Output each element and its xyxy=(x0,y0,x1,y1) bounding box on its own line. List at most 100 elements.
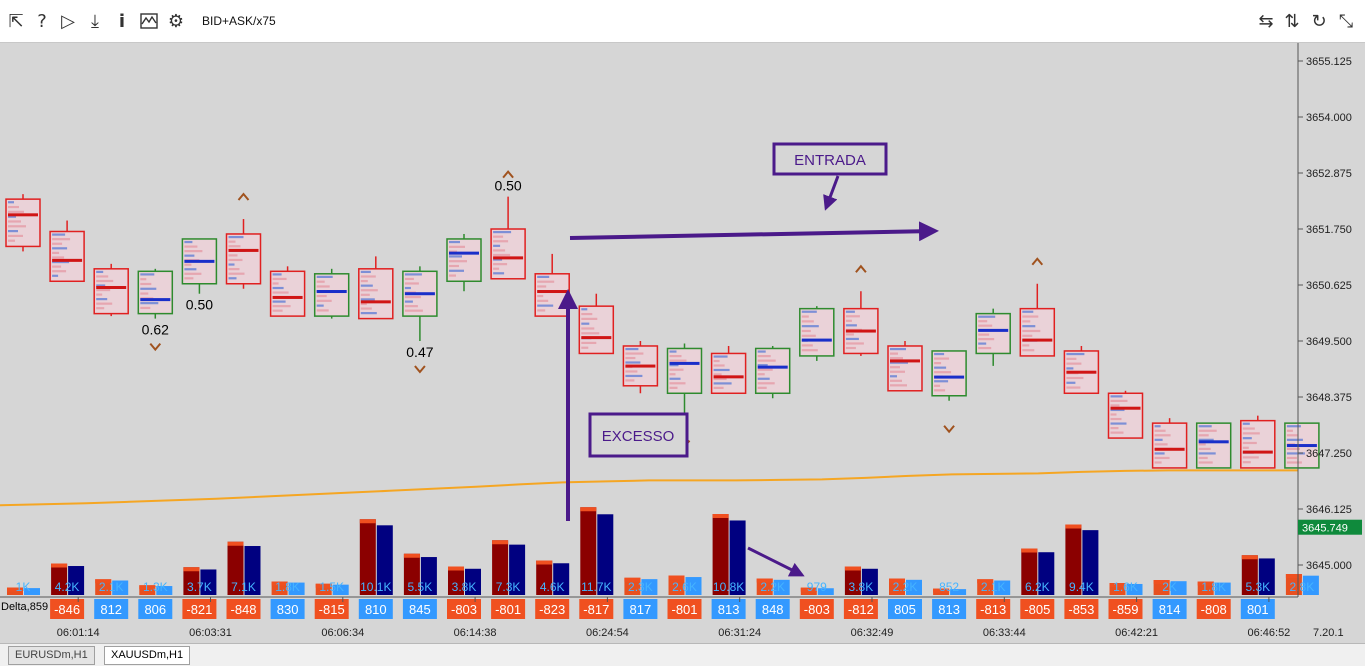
candle xyxy=(578,293,615,355)
footprint-bar xyxy=(272,277,287,281)
footprint-bar xyxy=(1066,352,1085,356)
footprint-bar xyxy=(537,280,555,283)
footprint-bar xyxy=(404,273,422,276)
delta-value: -801 xyxy=(671,602,697,617)
footprint-bar xyxy=(272,273,282,276)
volume-sell-cap xyxy=(1197,581,1214,586)
footprint-bar xyxy=(801,325,819,328)
footprint-bar xyxy=(757,350,766,353)
poc-line xyxy=(449,251,479,255)
delta-value: 806 xyxy=(144,602,166,617)
footprint-bar xyxy=(1198,456,1208,460)
tab-eurusd[interactable]: EURUSDm,H1 xyxy=(8,646,95,665)
cursor-arrow-icon[interactable]: ⇱ xyxy=(8,10,24,32)
footprint-bar xyxy=(184,263,192,266)
footprint-bar xyxy=(1110,417,1122,421)
chart-wave-icon[interactable] xyxy=(137,9,161,33)
volume-label: 1.8K xyxy=(275,580,300,594)
footprint-bar xyxy=(1286,434,1298,437)
swap-horizontal-icon[interactable]: ⇆ xyxy=(1258,10,1274,32)
help-icon[interactable]: ? xyxy=(37,10,47,32)
chart-area[interactable]: 0.620.500.470.50 1K 4.2K 2.1K 1.3K 3.7K 7.1K 1… xyxy=(0,43,1365,643)
footprint-bar xyxy=(140,302,159,305)
footprint-bar xyxy=(1110,408,1125,412)
candles-layer: 0.62 0.50 0.47 0.50 xyxy=(5,170,1320,469)
volume-buy xyxy=(1302,575,1319,595)
entrada-box xyxy=(772,142,888,176)
play-icon[interactable]: ▷ xyxy=(61,10,75,32)
footprint-bar xyxy=(96,298,108,301)
footprint-bar xyxy=(1286,429,1293,432)
footprint-bar xyxy=(669,350,677,353)
footprint-bar xyxy=(360,270,371,274)
volume-label: 10.1K xyxy=(360,580,391,594)
footprint-bar xyxy=(52,256,65,259)
volume-bar: 1.3K xyxy=(139,580,173,595)
delta-value: -805 xyxy=(1024,602,1050,617)
footprint-bar xyxy=(449,240,460,244)
delta-value: 812 xyxy=(100,602,122,617)
candle xyxy=(534,253,570,317)
download-icon[interactable]: ⤓ xyxy=(91,10,99,32)
poc-line xyxy=(890,359,920,363)
volume-sell xyxy=(580,507,597,595)
delta-value: 813 xyxy=(938,602,960,617)
footprint-bar xyxy=(845,346,856,350)
delta-cell xyxy=(182,599,217,619)
poc-line xyxy=(537,290,568,294)
price-tick-label: 3649.500 xyxy=(1306,336,1352,348)
footprint-bar xyxy=(449,255,462,258)
gear-icon[interactable]: ⚙ xyxy=(167,10,185,32)
candle xyxy=(887,341,923,392)
sell-marker xyxy=(414,365,426,374)
footprint-bar xyxy=(757,359,776,362)
candle xyxy=(93,263,129,317)
footprint-bar xyxy=(845,324,857,327)
footprint-bar xyxy=(96,275,109,278)
footprint-bar xyxy=(1286,461,1302,464)
volume-sell-cap xyxy=(668,575,685,580)
volume-label: 7.3K xyxy=(496,580,521,594)
poc-line xyxy=(1154,447,1185,451)
refresh-icon[interactable]: ↻ xyxy=(1311,10,1327,32)
volume-sell-cap xyxy=(448,566,464,571)
footprint-bar xyxy=(1198,425,1212,428)
footprint-bar xyxy=(316,309,329,312)
volume-label: 2.8K xyxy=(1290,580,1315,594)
volume-bar: 1.8K xyxy=(1197,580,1231,595)
footprint-bar xyxy=(757,377,770,380)
footprint-bar xyxy=(890,357,903,360)
footprint-bar xyxy=(801,315,809,318)
axes-layer: 3655.125 3654.000 3652.875 3651.750 3650.625… xyxy=(0,43,1362,639)
footprint-bar xyxy=(8,220,21,223)
delta-value: -803 xyxy=(804,602,830,617)
volume-bar: 2.6K xyxy=(668,575,702,595)
info-icon[interactable]: i xyxy=(118,10,126,32)
poc-line xyxy=(228,248,259,252)
footprint-bar xyxy=(360,284,373,287)
footprint-bar xyxy=(934,366,947,369)
footprint-bar xyxy=(404,282,419,285)
footprint-bar xyxy=(1198,434,1209,437)
volume-sell xyxy=(624,577,641,595)
delta-value: 814 xyxy=(1159,602,1181,617)
volume-buy xyxy=(685,577,702,595)
delta-cell xyxy=(447,599,481,619)
delta-cell xyxy=(667,599,702,619)
footprint-bar xyxy=(934,352,945,356)
footprint-bar xyxy=(1110,399,1128,402)
swap-vertical-icon[interactable]: ⇅ xyxy=(1284,10,1300,32)
footprint-bar xyxy=(184,240,193,244)
volume-sell xyxy=(139,585,156,595)
footprint-bar xyxy=(449,264,459,268)
footprint-bar xyxy=(625,374,643,378)
tab-xauusd[interactable]: XAUUSDm,H1 xyxy=(104,646,191,665)
delta-label: Delta,859 xyxy=(1,601,48,613)
volume-sell-cap xyxy=(889,578,905,583)
footprint-bar xyxy=(1154,434,1171,437)
candle xyxy=(975,308,1011,366)
footprint-bar xyxy=(801,344,813,347)
footprint-bar xyxy=(52,251,60,254)
poc-line xyxy=(493,256,524,260)
resize-icon[interactable]: ⤡ xyxy=(1338,10,1354,32)
